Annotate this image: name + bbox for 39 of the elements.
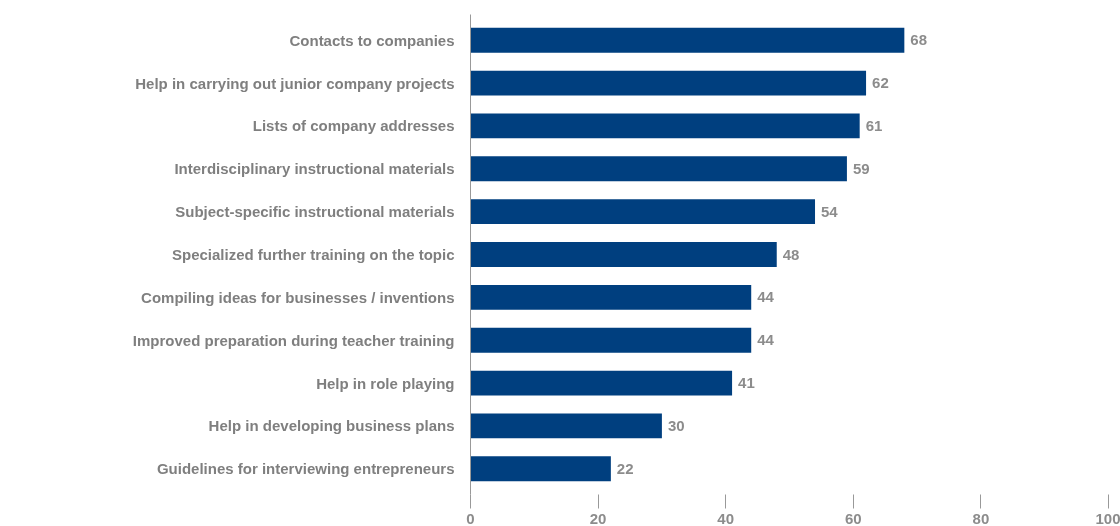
bar: [470, 27, 905, 53]
data-label: 61: [865, 116, 883, 134]
y-tick-label: Specialized further training on the topic: [171, 246, 455, 263]
bar: [470, 284, 752, 310]
y-tick-label: Improved preparation during teacher training: [132, 331, 455, 349]
y-tick-label: Subject-specific instructional materials: [175, 203, 455, 221]
data-label: 62: [872, 74, 889, 92]
x-tick-label: 40: [717, 509, 735, 526]
x-tick-label: 0: [466, 509, 475, 526]
bar: [470, 242, 777, 267]
y-tick-label: Help in carrying out junior company projects: [135, 74, 455, 92]
bar: [470, 156, 847, 182]
data-label: 48: [782, 245, 800, 263]
x-tick-label: 80: [972, 509, 990, 526]
y-tick-label: Help in developing business plans: [208, 417, 455, 435]
y-tick-label: Contacts to companies: [289, 31, 455, 49]
x-tick-label: 100: [1095, 509, 1120, 526]
data-label: 54: [821, 202, 839, 220]
y-tick-label: Compiling ideas for businesses / inventions: [141, 288, 455, 306]
x-tick-label: 60: [844, 509, 862, 526]
data-label: 68: [910, 31, 928, 49]
data-label: 30: [667, 416, 685, 434]
bar: [470, 327, 752, 353]
y-tick-label: Guidelines for interviewing entrepreneurs: [156, 460, 455, 478]
y-tick-label: Interdisciplinary instructional materials: [174, 160, 455, 178]
x-tick-label: 20: [589, 509, 607, 526]
y-tick-label: Lists of company addresses: [252, 117, 455, 135]
bar: [470, 413, 662, 439]
bar: [470, 113, 860, 139]
data-label: 44: [757, 288, 775, 306]
data-label: 59: [852, 159, 870, 177]
data-label: 44: [757, 331, 775, 349]
bar: [470, 70, 867, 96]
data-label: 41: [738, 374, 755, 392]
y-tick-label: Help in role playing: [316, 374, 455, 392]
bar: [470, 456, 611, 482]
bar: [470, 370, 733, 396]
data-label: 22: [616, 459, 634, 477]
bar: [470, 199, 816, 225]
